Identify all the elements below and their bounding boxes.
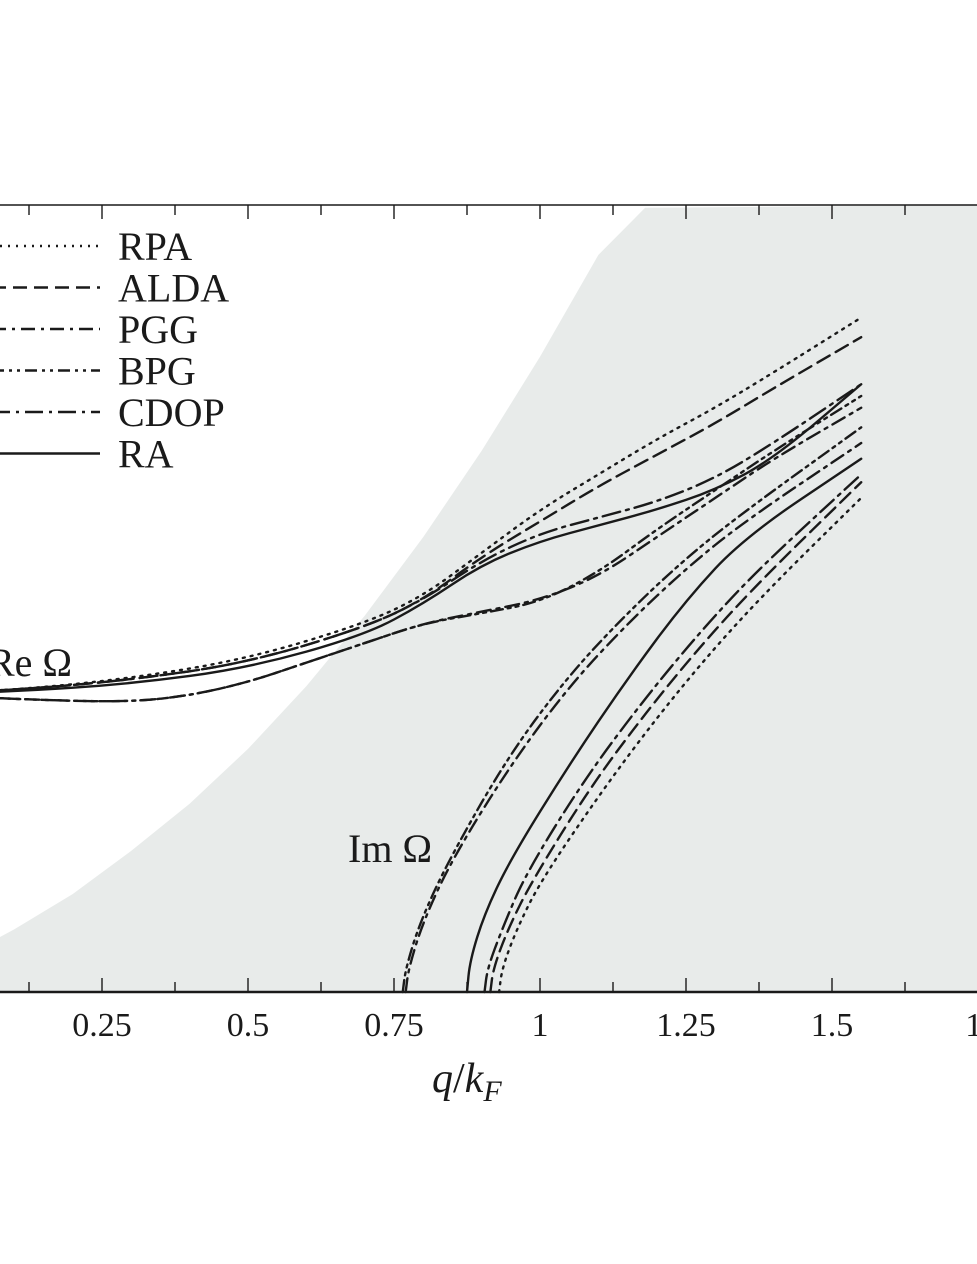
- x-tick-label: 0.75: [364, 1007, 424, 1044]
- im-curve-rpa: [497, 496, 863, 994]
- x-tick-label: 1.25: [656, 1007, 716, 1044]
- im-curve-bpg: [401, 426, 863, 994]
- legend-label-alda: ALDA: [118, 266, 229, 311]
- im-curve-pgg: [404, 441, 863, 994]
- continuum-region: [0, 205, 977, 992]
- continuum-shade: [0, 205, 977, 992]
- legend-label-cdop: CDOP: [118, 390, 225, 435]
- x-tick-label: 0.5: [227, 1007, 270, 1044]
- legend-label-rpa: RPA: [118, 224, 192, 269]
- im-curve-alda: [489, 481, 863, 994]
- im-curve-cdop: [483, 473, 863, 994]
- x-axis-label: q/kF: [432, 1056, 502, 1108]
- re-omega-curves: [0, 316, 863, 703]
- im-omega-curves: [401, 426, 863, 994]
- re-curve-bpg: [0, 394, 863, 703]
- x-tick-label: 1: [532, 1007, 549, 1044]
- x-tick-label: 0.25: [72, 1007, 132, 1044]
- x-tick-label: 1.: [965, 1007, 977, 1044]
- re-curve-rpa: [0, 316, 863, 692]
- re-curve-ra: [0, 383, 863, 693]
- legend-label-ra: RA: [118, 432, 174, 477]
- im-curve-ra: [465, 457, 863, 994]
- x-tick-label: 1.5: [811, 1007, 854, 1044]
- re-curve-cdop: [0, 383, 863, 692]
- im-omega-label: Im Ω: [348, 826, 432, 871]
- re-curve-alda: [0, 335, 863, 692]
- x-axis-ticks: 0.25 0.5 0.75 1 1.25 1.5 1.: [28, 205, 977, 1044]
- legend-label-bpg: BPG: [118, 349, 196, 394]
- legend-label-pgg: PGG: [118, 307, 198, 352]
- re-omega-label: Re Ω: [0, 640, 72, 685]
